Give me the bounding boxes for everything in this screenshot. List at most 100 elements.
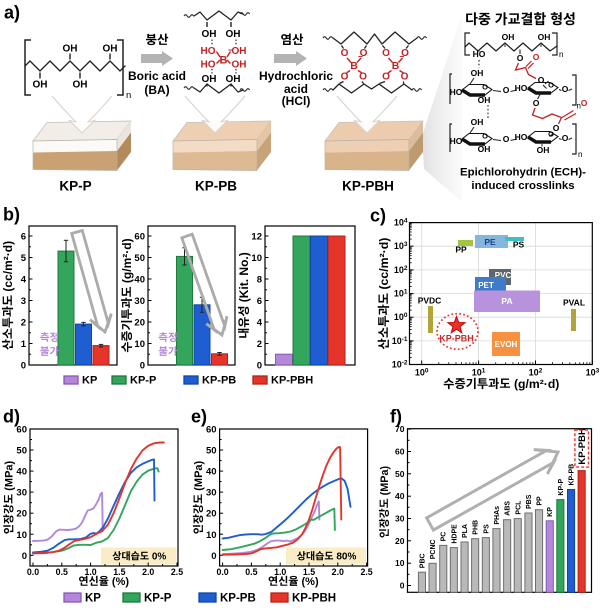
svg-text:(cc/m²·d): (cc/m²·d) [1, 241, 15, 295]
svg-text:OH: OH [232, 46, 247, 57]
svg-text:O: O [503, 85, 510, 95]
svg-text:1.5: 1.5 [303, 567, 315, 577]
svg-text:b): b) [3, 205, 20, 225]
svg-text:HDPE: HDPE [451, 524, 458, 544]
svg-text:Epichlorohydrin (ECH)-: Epichlorohydrin (ECH)- [460, 167, 586, 179]
svg-text:40: 40 [16, 467, 27, 478]
svg-text:KP-PB: KP-PB [202, 375, 236, 387]
svg-text:OH: OH [63, 44, 78, 55]
svg-text:OH: OH [226, 74, 241, 85]
svg-text:PCNC: PCNC [430, 539, 437, 559]
svg-text:KP: KP [85, 593, 101, 605]
svg-text:KP-P: KP-P [558, 479, 565, 496]
svg-text:PC: PC [441, 532, 448, 542]
svg-text:f): f) [390, 407, 402, 427]
svg-text:OH: OH [73, 80, 88, 91]
svg-text:OH: OH [202, 74, 217, 85]
svg-text:50: 50 [395, 469, 405, 479]
svg-text:Boric acid: Boric acid [128, 69, 186, 83]
svg-text:induced crosslinks: induced crosslinks [471, 180, 574, 192]
svg-text:10-1: 10-1 [392, 336, 408, 346]
svg-text:(g/m²·d): (g/m²·d) [511, 377, 560, 391]
svg-text:0: 0 [257, 361, 262, 372]
svg-text:2.0: 2.0 [332, 567, 344, 577]
svg-text:20: 20 [206, 509, 217, 520]
svg-text:O: O [548, 81, 554, 90]
svg-text:102: 102 [394, 265, 408, 275]
svg-text:PBC: PBC [419, 553, 426, 568]
svg-text:50: 50 [134, 253, 145, 264]
svg-text:(Kit. No.): (Kit. No.) [237, 252, 251, 305]
svg-text:KP-P: KP-P [59, 179, 91, 194]
svg-text:c): c) [370, 206, 386, 226]
svg-text:10: 10 [16, 530, 27, 541]
svg-text:O: O [482, 132, 488, 141]
svg-text:20: 20 [134, 318, 145, 329]
svg-text:(BA): (BA) [144, 83, 169, 97]
svg-text:4: 4 [21, 275, 27, 286]
svg-text:OH: OH [33, 80, 48, 91]
svg-text:B: B [392, 60, 400, 72]
svg-text:Hydrochloric: Hydrochloric [259, 69, 333, 83]
svg-text:PBS: PBS [526, 494, 533, 509]
svg-text:PE: PE [484, 237, 496, 247]
svg-text:(%): (%) [109, 576, 130, 588]
svg-text:−: − [400, 52, 405, 62]
svg-text:OH: OH [103, 44, 118, 55]
svg-text:O: O [503, 134, 510, 144]
svg-text:(MPa): (MPa) [379, 466, 391, 499]
svg-text:O: O [401, 72, 409, 83]
svg-text:0.5: 0.5 [56, 567, 68, 577]
svg-text:O: O [562, 84, 569, 94]
svg-text:PA: PA [501, 296, 512, 306]
svg-text:O: O [581, 98, 588, 108]
svg-text:PET: PET [478, 281, 494, 290]
svg-text:0.0: 0.0 [27, 567, 39, 577]
svg-text:PS: PS [513, 240, 525, 250]
svg-text:n: n [577, 102, 581, 111]
svg-text:70: 70 [395, 424, 405, 434]
svg-text:HO: HO [473, 49, 486, 59]
svg-text:20: 20 [395, 536, 405, 546]
svg-text:40: 40 [206, 467, 217, 478]
svg-text:2.0: 2.0 [142, 567, 154, 577]
svg-text:6: 6 [257, 296, 262, 307]
svg-text:60: 60 [134, 232, 145, 243]
svg-text:0.0: 0.0 [216, 567, 228, 577]
svg-text:ABS: ABS [505, 501, 512, 516]
svg-text:60: 60 [206, 425, 217, 436]
svg-text:KP-P: KP-P [130, 375, 156, 387]
svg-text:B: B [220, 55, 228, 67]
svg-text:PP: PP [455, 245, 467, 255]
svg-text:10: 10 [395, 558, 405, 568]
svg-text:KP-PBH: KP-PBH [577, 428, 588, 465]
svg-text:O: O [538, 75, 545, 85]
svg-text:6: 6 [21, 232, 26, 243]
svg-text:1.0: 1.0 [274, 567, 286, 577]
svg-text:8: 8 [257, 275, 262, 286]
svg-text:KP-PB: KP-PB [220, 593, 256, 605]
svg-text:5: 5 [21, 253, 27, 264]
svg-text:10: 10 [251, 253, 262, 264]
svg-text:EVOH: EVOH [495, 340, 518, 349]
svg-text:30: 30 [206, 488, 217, 499]
svg-text:OH: OH [232, 60, 247, 71]
svg-text:(HCl): (HCl) [282, 94, 311, 108]
svg-text:50: 50 [206, 446, 217, 457]
svg-text:PVAL: PVAL [563, 298, 585, 308]
svg-text:(MPa): (MPa) [193, 460, 205, 493]
svg-text:0: 0 [21, 361, 26, 372]
svg-text:OH: OH [538, 32, 551, 42]
svg-text:PP: PP [537, 496, 544, 506]
svg-text:(%): (%) [298, 576, 319, 588]
svg-text:KP: KP [547, 507, 554, 517]
svg-text:−: − [358, 52, 363, 62]
svg-text:HO: HO [201, 60, 216, 71]
svg-text:(g/m²·d): (g/m²·d) [120, 238, 134, 286]
svg-text:102: 102 [529, 368, 543, 378]
svg-text:OH: OH [202, 29, 217, 40]
svg-text:103: 103 [394, 241, 408, 251]
svg-text:101: 101 [394, 289, 408, 299]
svg-text:HO: HO [515, 132, 528, 142]
svg-text:KP-PBH: KP-PBH [292, 593, 336, 605]
